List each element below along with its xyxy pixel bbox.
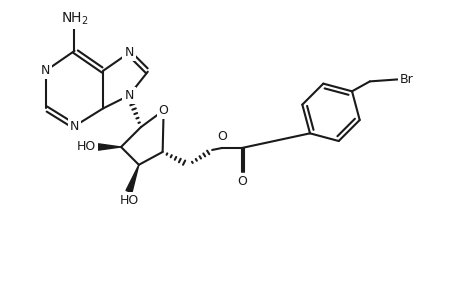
Text: N: N [124, 46, 134, 59]
Text: O: O [217, 130, 227, 143]
Text: HO: HO [77, 140, 96, 153]
Text: Br: Br [399, 73, 413, 86]
Polygon shape [126, 165, 139, 193]
Text: N: N [41, 64, 50, 77]
Text: HO: HO [120, 193, 139, 206]
Polygon shape [98, 144, 121, 150]
Text: O: O [158, 104, 169, 117]
Text: N: N [124, 89, 134, 102]
Text: NH$_2$: NH$_2$ [60, 11, 88, 28]
Text: O: O [237, 175, 247, 188]
Text: N: N [70, 120, 79, 133]
